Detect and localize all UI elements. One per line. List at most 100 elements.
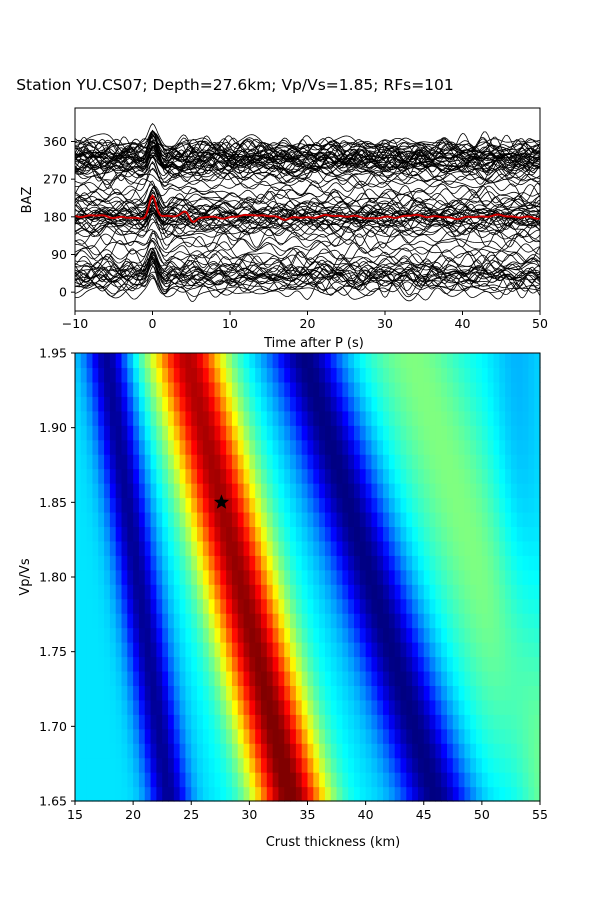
heatmap-cell [365, 540, 373, 556]
heatmap-cell [481, 728, 489, 744]
heatmap-cell [441, 540, 448, 556]
heatmap-cell [400, 468, 407, 484]
heatmap-cell [98, 410, 105, 426]
heatmap-cell [481, 353, 489, 369]
heatmap-cell [202, 569, 210, 585]
heatmap-cell [458, 728, 466, 744]
heatmap-cell [429, 483, 436, 499]
heatmap-cell [208, 353, 216, 369]
heatmap-cell [173, 381, 181, 397]
heatmap-cell [464, 699, 471, 715]
heatmap-cell [394, 497, 402, 513]
heatmap-cell [266, 569, 274, 585]
heatmap-cell [493, 410, 500, 426]
heatmap-cell [406, 642, 413, 658]
heatmap-cell [144, 555, 152, 571]
heatmap-cell [458, 656, 466, 672]
heatmap-cell [516, 670, 524, 686]
rf-trace [75, 167, 540, 192]
heatmap-cell [150, 353, 157, 369]
heatmap-cell [534, 353, 541, 369]
heatmap-cell [470, 569, 477, 585]
heatmap-cell [168, 642, 175, 658]
heatmap-cell [354, 714, 361, 730]
rf-trace [75, 171, 540, 187]
heatmap-cell [319, 439, 326, 455]
heatmap-cell [441, 410, 448, 426]
heatmap-cell [191, 728, 198, 744]
heatmap-cell [423, 396, 431, 412]
heatmap-cell [109, 728, 117, 744]
heatmap-cell [330, 757, 338, 773]
heatmap-cell [133, 526, 140, 542]
heatmap-cell [452, 353, 460, 369]
heatmap-cell [435, 526, 442, 542]
heatmap-cell [458, 468, 466, 484]
heatmap-cell [476, 468, 483, 484]
heatmap-cell [487, 555, 495, 571]
heatmap-cell [330, 410, 338, 426]
heatmap-cell [534, 540, 541, 556]
heatmap-cell [150, 540, 157, 556]
heatmap-cell [173, 613, 181, 629]
heatmap-cell [226, 410, 233, 426]
heatmap-cell [191, 642, 198, 658]
heatmap-cell [150, 511, 157, 528]
heatmap-cell [104, 454, 111, 470]
rf-trace [75, 252, 540, 285]
heatmap-cell [441, 497, 448, 513]
heatmap-cell [261, 497, 268, 513]
heatmap-cell [447, 569, 454, 585]
heatmap-cell [516, 367, 524, 383]
heatmap-cell [208, 598, 216, 614]
heatmap-cell [121, 555, 128, 571]
heatmap-cell [383, 468, 390, 484]
heatmap-cell [138, 381, 146, 397]
heatmap-cell [499, 410, 506, 426]
heatmap-cell [522, 381, 529, 397]
top-y-tick-label: 90 [51, 247, 67, 262]
heatmap-cell [231, 714, 239, 730]
heatmap-cell [266, 511, 274, 528]
heatmap-cell [255, 670, 262, 686]
heatmap-cell [510, 526, 518, 542]
heatmap-cell [307, 410, 314, 426]
heatmap-cell [144, 772, 152, 788]
heatmap-cell [441, 396, 448, 412]
heatmap-cell [226, 757, 233, 773]
heatmap-cell [307, 569, 314, 585]
heatmap-cell [458, 483, 466, 499]
heatmap-cell [115, 410, 123, 426]
heatmap-cell [458, 772, 466, 788]
heatmap-cell [510, 656, 518, 672]
heatmap-cell [330, 743, 338, 759]
heatmap-cell [307, 699, 314, 715]
heatmap-cell [336, 743, 343, 759]
heatmap-cell [313, 598, 320, 614]
heatmap-cell [121, 627, 128, 643]
heatmap-cell [383, 786, 390, 802]
heatmap-cell [400, 511, 407, 528]
heatmap-cell [342, 425, 349, 441]
heatmap-cell [231, 410, 239, 426]
heatmap-cell [487, 396, 495, 412]
heatmap-cell [400, 685, 407, 701]
heatmap-cell [522, 526, 529, 542]
heatmap-cell [383, 598, 390, 614]
heatmap-cell [144, 396, 152, 412]
heatmap-cell [272, 497, 280, 513]
heatmap-cell [307, 526, 314, 542]
heatmap-cell [412, 497, 419, 513]
heatmap-cell [324, 656, 332, 672]
heatmap-cell [377, 526, 384, 542]
heatmap-cell [354, 743, 361, 759]
heatmap-cell [295, 772, 303, 788]
heatmap-cell [86, 425, 94, 441]
heatmap-cell [301, 757, 309, 773]
heatmap-cell [330, 627, 338, 643]
heatmap-cell [162, 642, 169, 658]
heatmap-cell [400, 526, 407, 542]
heatmap-cell [499, 425, 506, 441]
heatmap-cell [237, 757, 245, 773]
